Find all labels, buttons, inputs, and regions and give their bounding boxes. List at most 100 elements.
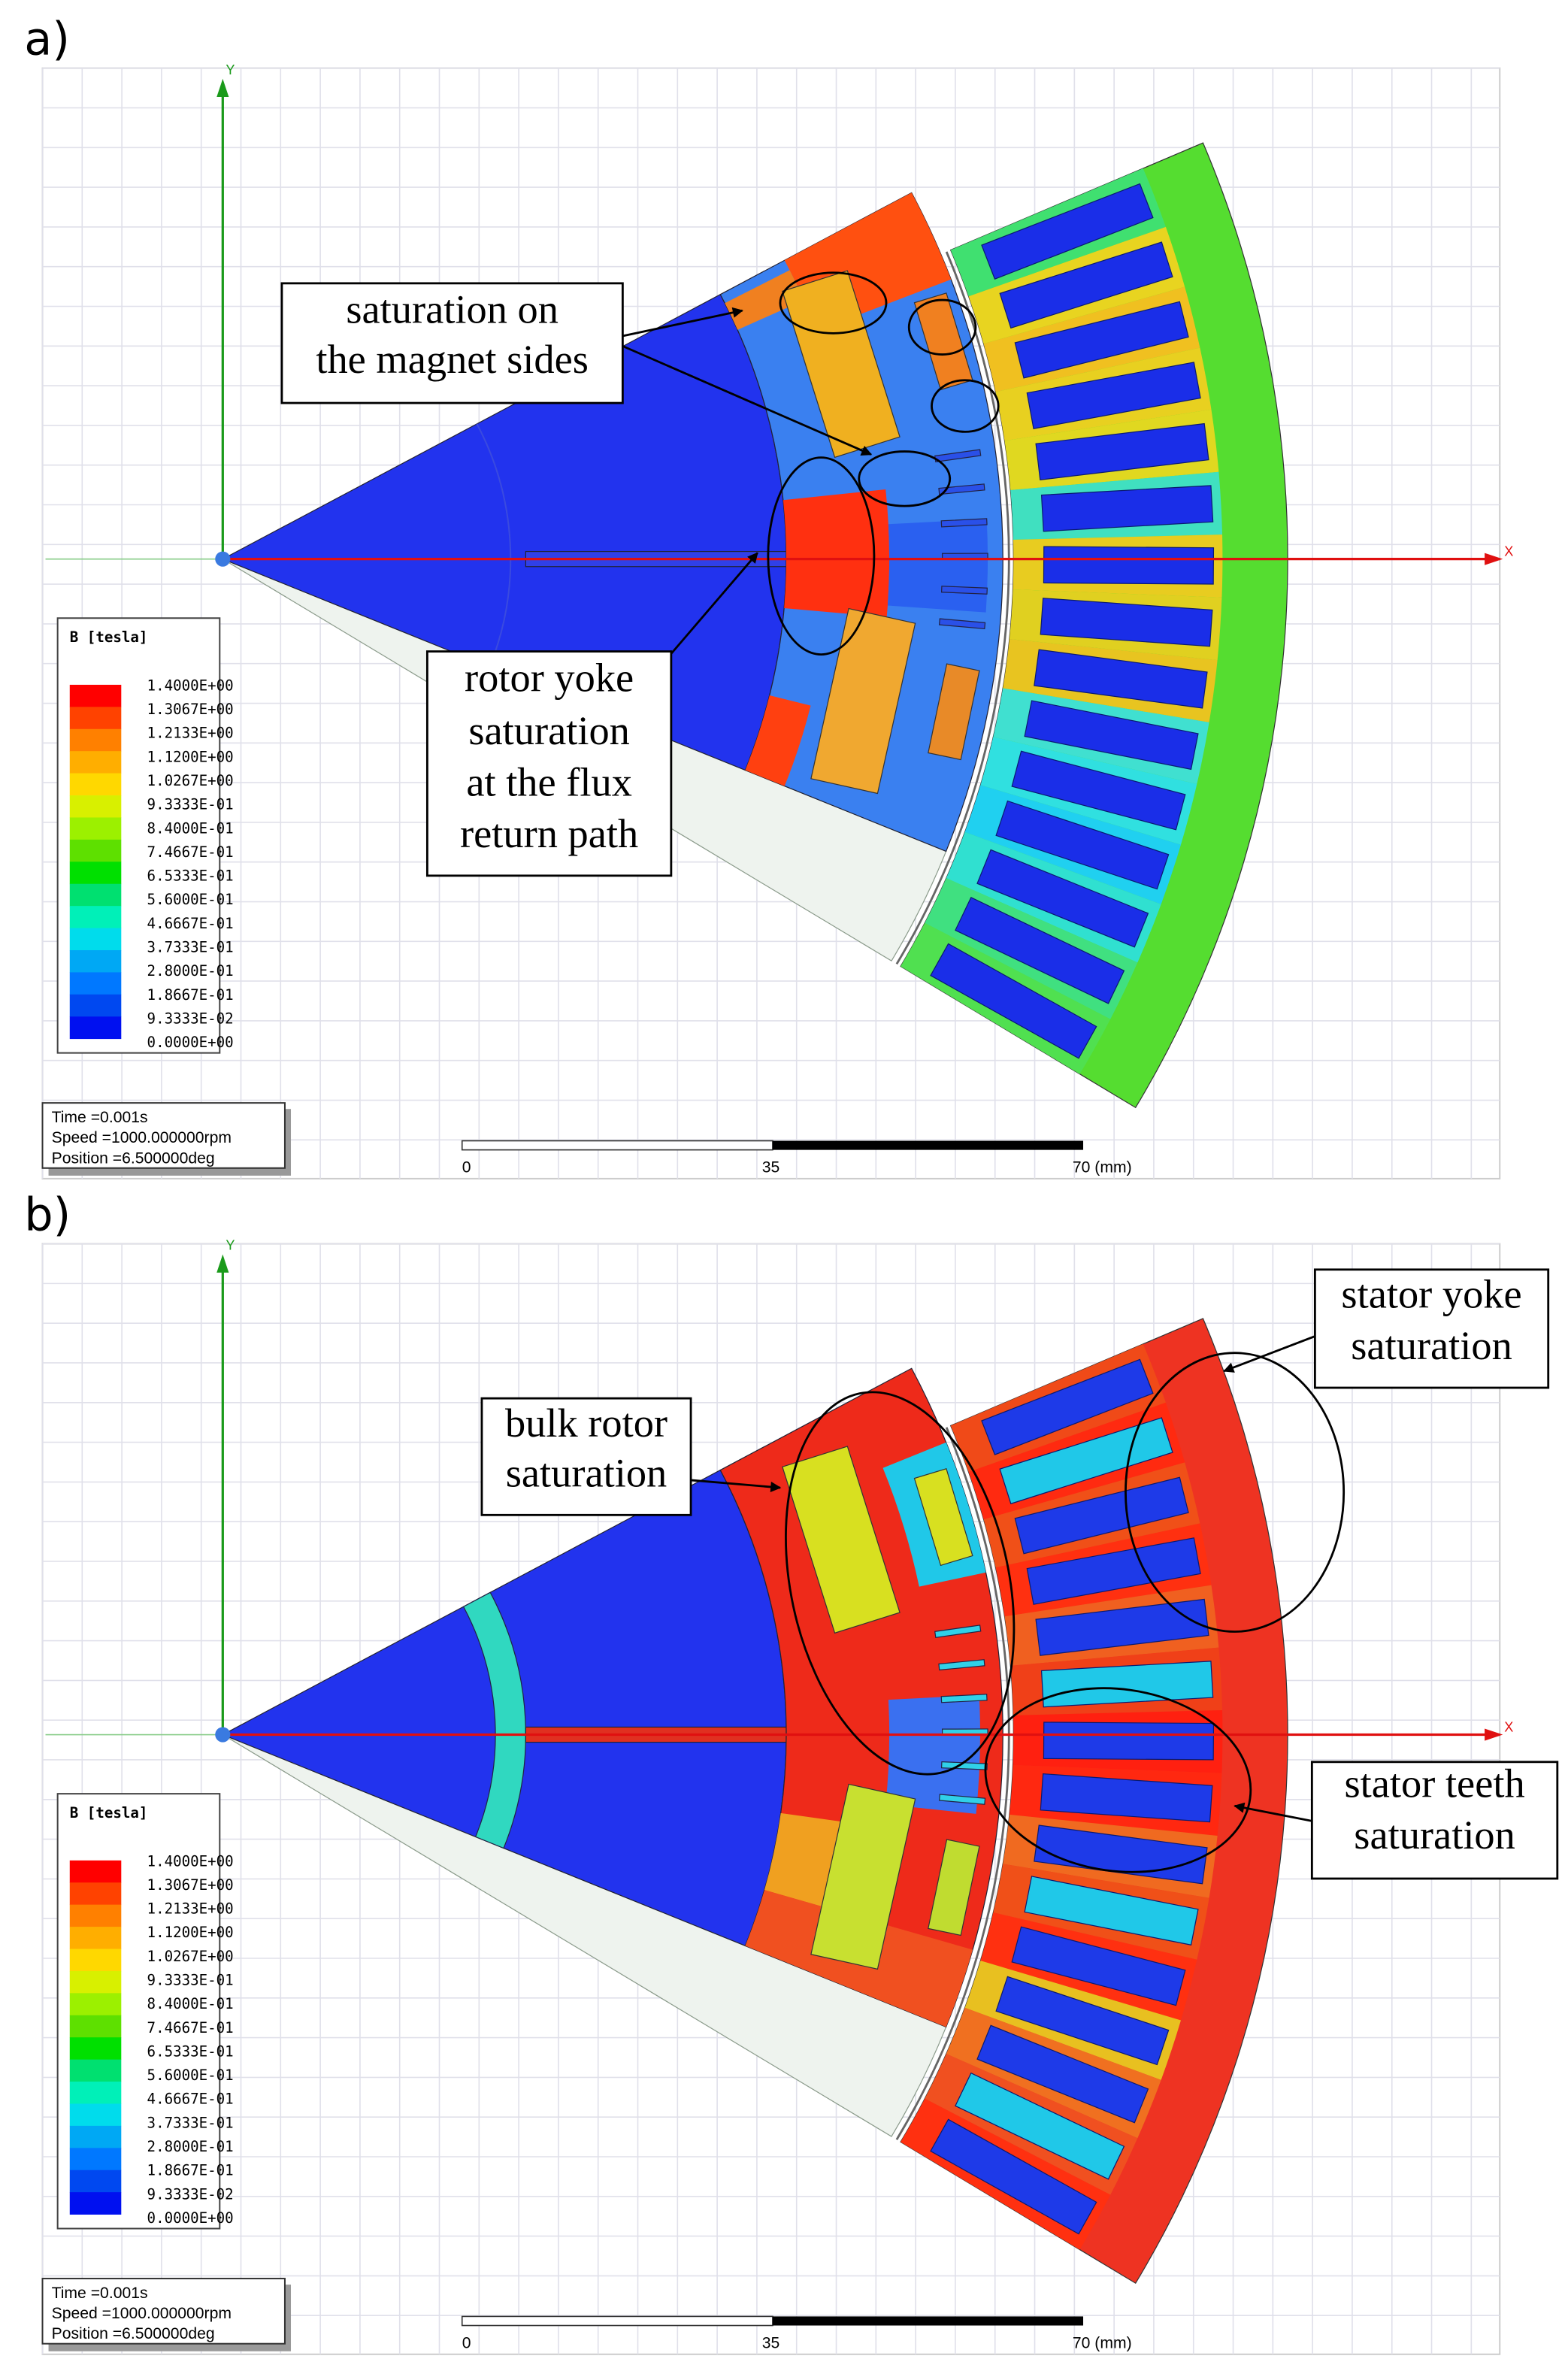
flux-patch	[887, 519, 988, 613]
legend-value: 5.6000E-01	[147, 891, 234, 908]
info-line: Position =6.500000deg	[52, 1149, 215, 1167]
flux-patch	[782, 489, 890, 617]
stator-slot	[1043, 546, 1215, 585]
highlight-ellipse	[767, 456, 876, 656]
air-gap	[895, 1427, 1010, 2140]
legend-value: 8.4000E-01	[147, 819, 234, 837]
magnet	[928, 1839, 980, 1936]
y-arrow	[216, 1254, 229, 1273]
legend-swatch	[69, 2037, 122, 2061]
stator-slot	[1040, 485, 1214, 532]
scale-label: 0	[462, 2334, 471, 2351]
legend-value: 1.3067E+00	[147, 1876, 234, 1894]
legend-swatch	[69, 2170, 122, 2193]
annotation-text: saturation	[1354, 1812, 1515, 1858]
stator-slot	[1043, 1721, 1215, 1761]
stator-slot	[1014, 301, 1189, 379]
legend-value: 0.0000E+00	[147, 1034, 234, 1051]
legend-value: 1.4000E+00	[147, 677, 234, 694]
x-arrow	[1485, 1728, 1503, 1741]
legend-swatch	[69, 684, 122, 707]
legend-value: 1.0267E+00	[147, 772, 234, 789]
legend-swatch	[69, 728, 122, 752]
panel-label: b)	[24, 1189, 71, 1241]
annotation-text: stator teeth	[1344, 1761, 1524, 1806]
legend-swatch	[69, 2059, 122, 2082]
flux-patch	[745, 695, 811, 786]
highlight-ellipse	[1125, 1352, 1346, 1633]
origin	[215, 551, 231, 567]
stator-slot	[1040, 1661, 1214, 1708]
legend-swatch	[69, 1949, 122, 1972]
stator-slot	[1014, 1476, 1189, 1555]
info-line: Speed =1000.000000rpm	[52, 2305, 232, 2322]
legend-swatch	[69, 707, 122, 730]
stator-slot	[930, 943, 1097, 1059]
magnet	[913, 1467, 973, 1567]
stator-slot	[995, 1976, 1170, 2066]
legend-swatch	[69, 2103, 122, 2127]
stator-slot	[976, 849, 1149, 948]
annotation-text: return path	[460, 811, 638, 856]
legend-value: 1.0267E+00	[147, 1948, 234, 1965]
scale-label: 35	[762, 1158, 780, 1176]
flux-barrier	[938, 1659, 985, 1671]
highlight-ellipse	[931, 379, 1000, 433]
annotation-box	[425, 650, 673, 877]
x-axis-label: X	[1504, 544, 1513, 559]
legend-value: 7.4667E-01	[147, 2019, 234, 2036]
legend-value: 1.2133E+00	[147, 1900, 234, 1918]
flux-barrier	[938, 483, 985, 495]
flux-barrier	[938, 618, 986, 630]
arrow	[690, 1479, 782, 1492]
scale-black	[772, 2316, 1084, 2326]
legend-value: 1.8667E-01	[147, 2162, 234, 2179]
stator-slot	[981, 1358, 1154, 1455]
legend-value: 7.4667E-01	[147, 843, 234, 861]
legend-value: 9.3333E-01	[147, 796, 234, 813]
scale-label: 35	[762, 2334, 780, 2351]
y-axis-label: Y	[226, 1238, 235, 1253]
annotation-text: the magnet sides	[316, 337, 589, 382]
magnet	[928, 663, 980, 761]
legend-swatch	[69, 928, 122, 951]
legend-swatch	[69, 861, 122, 885]
legend-value: 2.8000E-01	[147, 2138, 234, 2155]
stator-slot	[1024, 700, 1199, 771]
annotation-box	[1313, 1268, 1550, 1389]
info-line: Time =0.001s	[52, 1109, 148, 1126]
legend-value: 9.3333E-01	[147, 1972, 234, 1989]
scale-white	[461, 2315, 773, 2327]
stator-slot	[999, 241, 1173, 329]
annotation-box	[280, 282, 624, 404]
legend-value: 2.8000E-01	[147, 962, 234, 980]
legend-swatch	[69, 817, 122, 840]
legend-swatch	[69, 994, 122, 1017]
legend-swatch	[69, 1016, 122, 1040]
magnet	[782, 1446, 901, 1634]
legend-swatch	[69, 1927, 122, 1949]
legend-value: 1.1200E+00	[147, 748, 234, 765]
legend-value: 6.5333E-01	[147, 2042, 234, 2060]
legend-swatch	[69, 2148, 122, 2171]
legend-swatch	[69, 2192, 122, 2215]
legend-swatch	[69, 773, 122, 796]
x-axis-label: X	[1504, 1720, 1513, 1735]
stator-slot	[1034, 649, 1208, 709]
legend-swatch	[69, 1882, 122, 1906]
flux-barrier	[938, 1794, 986, 1805]
legend-value: 1.1200E+00	[147, 1924, 234, 1941]
flux-patch	[725, 270, 804, 330]
stator-slot	[1026, 362, 1201, 429]
stator-slot	[1035, 422, 1209, 481]
origin	[215, 1727, 231, 1743]
stator-slot	[1040, 1773, 1213, 1823]
legend-value: 5.6000E-01	[147, 2067, 234, 2084]
annotation-text: saturation	[1351, 1323, 1512, 1368]
panel: b) Y X B [tesla] 1.4000E+00 1.3067E+00 1.2133E…	[24, 1189, 1559, 2355]
legend-title: B [tesla]	[70, 628, 148, 646]
stator-slot	[930, 2118, 1097, 2235]
panel-label: a)	[24, 14, 70, 66]
